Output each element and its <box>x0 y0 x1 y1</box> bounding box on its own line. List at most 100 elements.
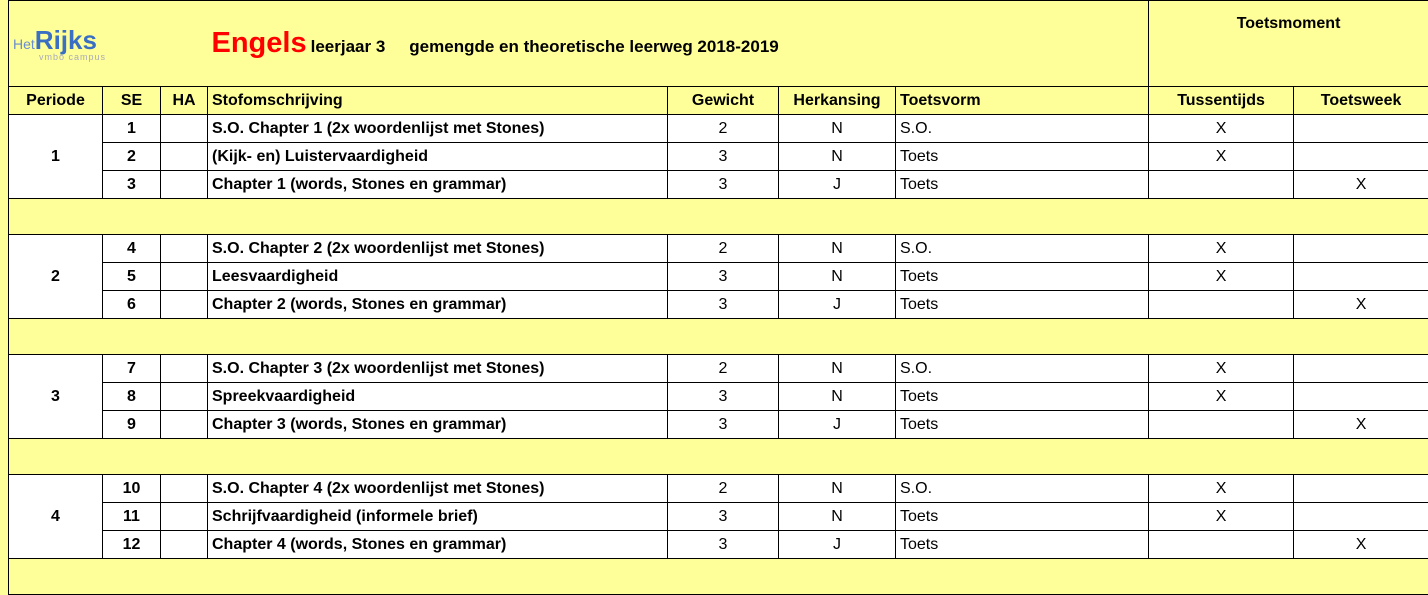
herkansing-cell: J <box>779 291 896 319</box>
herkansing-cell: N <box>779 263 896 291</box>
ha-cell <box>161 355 208 383</box>
se-cell: 1 <box>103 115 161 143</box>
gewicht-cell: 3 <box>668 383 779 411</box>
tussentijds-cell <box>1149 291 1294 319</box>
herkansing-cell: N <box>779 235 896 263</box>
toetsweek-cell <box>1294 355 1428 383</box>
periode-cell: 4 <box>9 475 103 559</box>
herkansing-cell: J <box>779 531 896 559</box>
gewicht-cell: 2 <box>668 115 779 143</box>
stof-cell: S.O. Chapter 3 (2x woordenlijst met Ston… <box>208 355 668 383</box>
ha-cell <box>161 235 208 263</box>
separator <box>9 319 1428 355</box>
tussentijds-cell: X <box>1149 143 1294 171</box>
year: leerjaar 3 <box>311 37 386 56</box>
toetsvorm-cell: Toets <box>896 263 1149 291</box>
se-cell: 3 <box>103 171 161 199</box>
column-header: Tussentijds <box>1149 87 1294 115</box>
toetsvorm-cell: Toets <box>896 503 1149 531</box>
toetsweek-cell <box>1294 475 1428 503</box>
herkansing-cell: N <box>779 383 896 411</box>
se-cell: 12 <box>103 531 161 559</box>
moment-header: Toetsmoment <box>1149 1 1428 87</box>
toetsvorm-cell: S.O. <box>896 235 1149 263</box>
stof-cell: S.O. Chapter 2 (2x woordenlijst met Ston… <box>208 235 668 263</box>
stof-cell: Chapter 1 (words, Stones en grammar) <box>208 171 668 199</box>
separator-row <box>9 439 1428 475</box>
toetsweek-cell: X <box>1294 291 1428 319</box>
periode-cell: 1 <box>9 115 103 199</box>
gewicht-cell: 3 <box>668 291 779 319</box>
separator <box>9 439 1428 475</box>
ha-cell <box>161 171 208 199</box>
herkansing-cell: J <box>779 411 896 439</box>
stof-cell: Chapter 2 (words, Stones en grammar) <box>208 291 668 319</box>
toetsvorm-cell: Toets <box>896 171 1149 199</box>
toetsvorm-cell: Toets <box>896 291 1149 319</box>
ha-cell <box>161 475 208 503</box>
tussentijds-cell <box>1149 171 1294 199</box>
toetsweek-cell <box>1294 235 1428 263</box>
data-row: 2 4 S.O. Chapter 2 (2x woordenlijst met St… <box>9 235 1428 263</box>
toetsvorm-cell: S.O. <box>896 115 1149 143</box>
herkansing-cell: J <box>779 171 896 199</box>
toetsvorm-cell: Toets <box>896 531 1149 559</box>
tussentijds-cell <box>1149 531 1294 559</box>
herkansing-cell: N <box>779 115 896 143</box>
gewicht-cell: 3 <box>668 171 779 199</box>
stof-cell: Leesvaardigheid <box>208 263 668 291</box>
herkansing-cell: N <box>779 475 896 503</box>
se-cell: 5 <box>103 263 161 291</box>
separator-row <box>9 559 1428 595</box>
ha-cell <box>161 143 208 171</box>
toetsvorm-cell: Toets <box>896 143 1149 171</box>
column-header: SE <box>103 87 161 115</box>
tussentijds-cell: X <box>1149 475 1294 503</box>
gewicht-cell: 3 <box>668 503 779 531</box>
track: gemengde en theoretische leerweg 2018-20… <box>409 37 778 56</box>
toetsweek-cell: X <box>1294 411 1428 439</box>
logo-prefix: Het <box>13 36 35 52</box>
separator-row <box>9 199 1428 235</box>
ha-cell <box>161 411 208 439</box>
stof-cell: Chapter 4 (words, Stones en grammar) <box>208 531 668 559</box>
toetsweek-cell <box>1294 115 1428 143</box>
se-cell: 2 <box>103 143 161 171</box>
stof-cell: Schrijfvaardigheid (informele brief) <box>208 503 668 531</box>
subject: Engels <box>212 27 307 59</box>
tussentijds-cell: X <box>1149 235 1294 263</box>
periode-cell: 2 <box>9 235 103 319</box>
herkansing-cell: N <box>779 503 896 531</box>
stof-cell: (Kijk- en) Luistervaardigheid <box>208 143 668 171</box>
stof-cell: Chapter 3 (words, Stones en grammar) <box>208 411 668 439</box>
herkansing-cell: N <box>779 355 896 383</box>
herkansing-cell: N <box>779 143 896 171</box>
column-header: Toetsvorm <box>896 87 1149 115</box>
ha-cell <box>161 263 208 291</box>
ha-cell <box>161 291 208 319</box>
separator-row <box>9 319 1428 355</box>
column-header: Herkansing <box>779 87 896 115</box>
gewicht-cell: 3 <box>668 531 779 559</box>
tussentijds-cell: X <box>1149 263 1294 291</box>
ha-cell <box>161 383 208 411</box>
se-cell: 4 <box>103 235 161 263</box>
ha-cell <box>161 531 208 559</box>
gewicht-cell: 2 <box>668 235 779 263</box>
column-header: Gewicht <box>668 87 779 115</box>
column-header: Stofomschrijving <box>208 87 668 115</box>
gewicht-cell: 3 <box>668 411 779 439</box>
se-cell: 10 <box>103 475 161 503</box>
toetsweek-cell <box>1294 263 1428 291</box>
